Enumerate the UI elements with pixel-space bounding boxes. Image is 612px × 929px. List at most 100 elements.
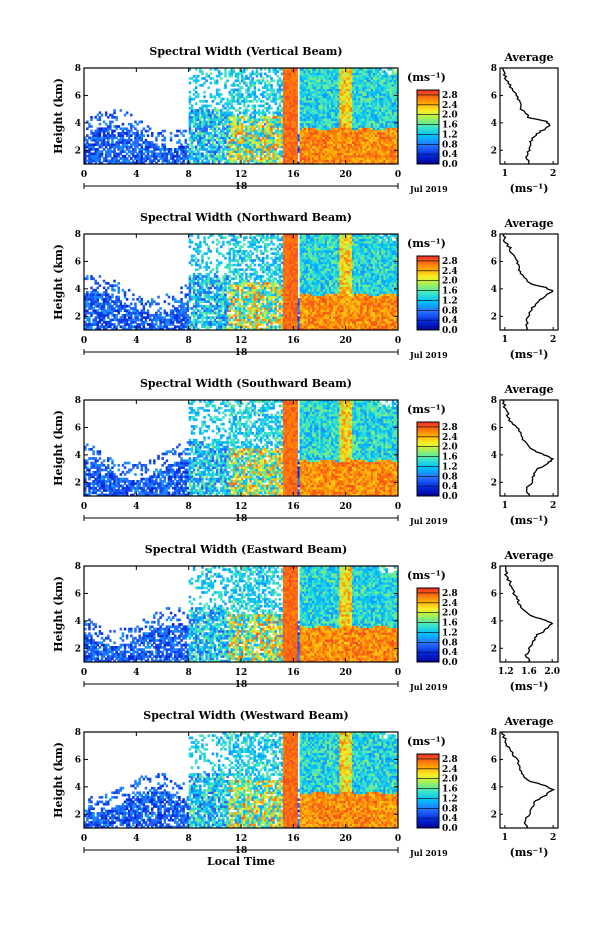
heatmap-cell [90,314,92,317]
heatmap-cell [197,268,199,271]
heatmap-cell [214,132,216,135]
heatmap-cell [222,98,224,101]
heatmap-cell [134,148,136,151]
heatmap-cell [126,298,128,301]
heatmap-cell [157,159,159,162]
heatmap-cell [103,305,105,308]
heatmap-cell [237,100,239,103]
heatmap-cell [180,132,182,135]
heatmap-cell [226,79,228,82]
heatmap-cell [295,107,297,110]
heatmap-cell [241,93,243,96]
panel-title: Spectral Width (Vertical Beam) [149,45,342,58]
heatmap-cell [203,298,205,301]
heatmap-cell [172,296,174,299]
heatmap-cell [113,109,115,112]
average-panel: Average24681 2(ms⁻¹) [491,51,558,195]
heatmap-cell [90,116,92,119]
heatmap-cell [193,255,195,258]
heatmap-cell [109,298,111,301]
heatmap-cell [268,105,270,108]
heatmap-cell [136,130,138,133]
heatmap-cell [90,287,92,290]
heatmap-cell [122,148,124,151]
heatmap-cell [272,134,274,137]
heatmap-cell [170,148,172,151]
x-tick-label: 4 [133,170,139,180]
colorbar-tick-label: 0.8 [442,140,458,150]
heatmap-cell [164,130,166,133]
heatmap-cell [132,298,134,301]
x-tick-label: 0 [395,170,401,180]
heatmap-cell [208,86,210,89]
y-tick-label: 8 [75,64,81,74]
heatmap-cell [220,77,222,80]
heatmap-cell [197,79,199,82]
heatmap-cell [107,116,109,119]
heatmap-cell [151,298,153,301]
heatmap-cell [136,298,138,301]
heatmap-cell [279,91,281,94]
heatmap-cell [254,107,256,110]
heatmap-cell [105,289,107,292]
heatmap-cell [120,109,122,112]
heatmap-cell [189,289,191,292]
heatmap-cell [205,79,207,82]
heatmap-cell [157,303,159,306]
heatmap-cell [258,109,260,112]
heatmap-cell [103,132,105,135]
heatmap-cell [272,79,274,82]
heatmap-cell [222,150,224,153]
heatmap-cell [141,298,143,301]
heatmap-cell [235,134,237,137]
heatmap-cell [197,75,199,78]
heatmap-cell [122,123,124,126]
heatmap-cell [111,132,113,135]
heatmap-cell [124,291,126,294]
heatmap-cell [174,298,176,301]
heatmap-cell [132,125,134,128]
heatmap-cell [145,159,147,162]
heatmap-cell [239,118,241,121]
heatmap-cell [109,148,111,151]
heatmap-cell [88,316,90,319]
heatmap-cell [97,282,99,285]
heatmap-cell [295,70,297,73]
heatmap-cell [262,100,264,103]
heatmap-cell [203,134,205,137]
heatmap-cell [272,89,274,92]
heatmap-cell [220,100,222,103]
heatmap-cell [197,252,199,255]
heatmap-cell [103,280,105,283]
heatmap-cell [107,139,109,142]
heatmap-cell [205,261,207,264]
heatmap-cell [141,132,143,135]
heatmap-cell [151,132,153,135]
heatmap-cell [103,316,105,319]
heatmap-cell [201,107,203,110]
heatmap-cell [205,268,207,271]
figure: Spectral Width (Vertical Beam)2468Height… [0,0,612,929]
heatmap-cell [274,100,276,103]
heatmap-cell [254,105,256,108]
heatmap-cell [210,82,212,85]
heatmap-cell [201,257,203,260]
heatmap-cell [147,125,149,128]
heatmap-cell [189,82,191,85]
heatmap-cell [262,77,264,80]
heatmap-cell [226,132,228,135]
y-tick-label: 2 [75,146,81,156]
heatmap-cell [107,282,109,285]
heatmap-cell [268,111,270,114]
heatmap-cell [166,312,168,315]
average-profile-line [502,68,549,164]
heatmap-cell [268,116,270,119]
heatmap-cell [134,303,136,306]
heatmap-cell [130,134,132,137]
heatmap-cell [189,123,191,126]
heatmap-cell [176,134,178,137]
heatmap-cell [124,293,126,296]
heatmap-cell [295,84,297,87]
panel-2: Spectral Width (Northward Beam)2468Heigh… [52,211,558,361]
heatmap-cell [205,252,207,255]
